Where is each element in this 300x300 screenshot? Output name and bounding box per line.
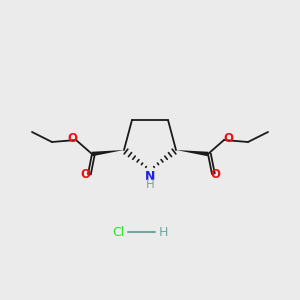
Text: O: O: [80, 169, 90, 182]
Text: O: O: [223, 133, 233, 146]
Text: H: H: [158, 226, 168, 238]
Text: O: O: [67, 133, 77, 146]
Polygon shape: [176, 150, 208, 156]
Text: N: N: [145, 169, 155, 182]
Polygon shape: [92, 150, 124, 156]
Text: Cl: Cl: [112, 226, 124, 238]
Text: H: H: [146, 178, 154, 191]
Text: O: O: [210, 169, 220, 182]
